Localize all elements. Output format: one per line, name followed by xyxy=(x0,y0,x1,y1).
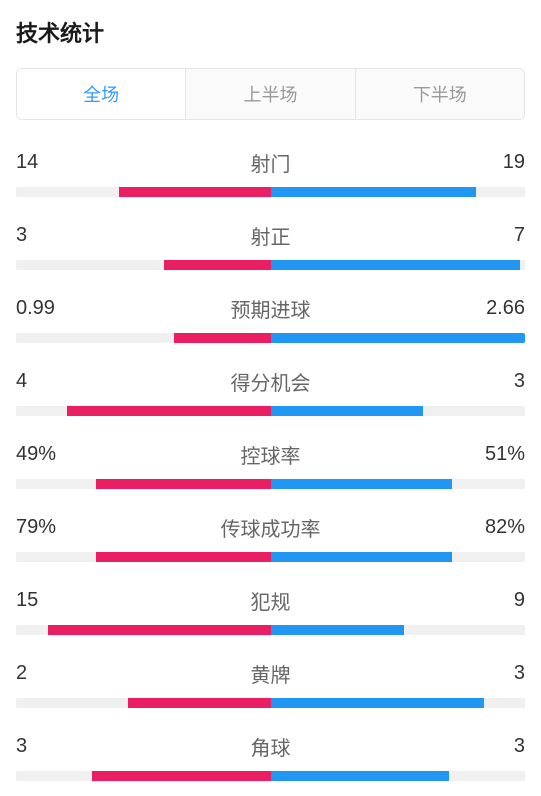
stat-label: 得分机会 xyxy=(231,367,311,396)
bar-fill-right xyxy=(271,406,424,416)
stat-bar-half-right xyxy=(271,333,526,343)
bar-fill-left xyxy=(164,260,271,270)
stat-label: 预期进球 xyxy=(231,294,311,323)
bar-fill-left xyxy=(67,406,270,416)
stat-header: 79% 传球成功率 82% xyxy=(16,513,525,542)
stat-value-left: 3 xyxy=(16,224,76,247)
stat-value-right: 9 xyxy=(465,589,525,612)
stat-value-left: 15 xyxy=(16,589,76,612)
stat-label: 射正 xyxy=(251,221,291,250)
stat-label: 角球 xyxy=(251,732,291,761)
stat-label: 射门 xyxy=(251,148,291,177)
stat-row-3: 4 得分机会 3 xyxy=(16,367,525,416)
stat-value-right: 2.66 xyxy=(465,297,525,320)
stat-label: 传球成功率 xyxy=(221,513,321,542)
stat-value-left: 2 xyxy=(16,662,76,685)
bar-fill-left xyxy=(174,333,271,343)
bar-fill-right xyxy=(271,552,452,562)
stat-row-7: 2 黄牌 3 xyxy=(16,659,525,708)
stat-bar-half-left xyxy=(16,552,271,562)
stat-row-4: 49% 控球率 51% xyxy=(16,440,525,489)
stat-value-right: 82% xyxy=(465,516,525,539)
bar-fill-left xyxy=(96,552,271,562)
stat-value-right: 3 xyxy=(465,662,525,685)
bar-fill-right xyxy=(271,260,520,270)
stat-bar-half-right xyxy=(271,406,526,416)
stat-label: 黄牌 xyxy=(251,659,291,688)
bar-fill-right xyxy=(271,771,449,781)
tab-2[interactable]: 下半场 xyxy=(356,69,524,119)
bar-fill-right xyxy=(271,187,476,197)
stat-value-left: 3 xyxy=(16,735,76,758)
stat-header: 2 黄牌 3 xyxy=(16,659,525,688)
stat-value-left: 79% xyxy=(16,516,76,539)
stat-row-8: 3 角球 3 xyxy=(16,732,525,781)
stat-value-left: 14 xyxy=(16,151,76,174)
stat-bar-half-left xyxy=(16,260,271,270)
stat-bar-half-left xyxy=(16,406,271,416)
stat-header: 14 射门 19 xyxy=(16,148,525,177)
stat-bar xyxy=(16,479,525,489)
stat-bar-half-left xyxy=(16,771,271,781)
stat-header: 15 犯规 9 xyxy=(16,586,525,615)
stat-value-right: 3 xyxy=(465,370,525,393)
stat-bar-half-right xyxy=(271,260,526,270)
stat-row-0: 14 射门 19 xyxy=(16,148,525,197)
tab-1[interactable]: 上半场 xyxy=(186,69,355,119)
stat-row-2: 0.99 预期进球 2.66 xyxy=(16,294,525,343)
stat-bar xyxy=(16,698,525,708)
stat-bar xyxy=(16,771,525,781)
stat-bar xyxy=(16,552,525,562)
stat-label: 控球率 xyxy=(241,440,301,469)
stat-header: 3 射正 7 xyxy=(16,221,525,250)
stat-bar-half-right xyxy=(271,187,526,197)
stat-bar xyxy=(16,625,525,635)
stat-bar-half-right xyxy=(271,552,526,562)
stats-list: 14 射门 19 3 射正 7 0.99 预期进球 2.66 4 得分机会 3 49% 控球率 51% 79%… xyxy=(16,148,525,781)
bar-fill-left xyxy=(48,625,271,635)
stat-bar-half-left xyxy=(16,625,271,635)
stat-value-left: 4 xyxy=(16,370,76,393)
period-tabs: 全场上半场下半场 xyxy=(16,68,525,120)
stat-value-right: 51% xyxy=(465,443,525,466)
stat-value-right: 19 xyxy=(465,151,525,174)
bar-fill-left xyxy=(92,771,270,781)
stat-header: 4 得分机会 3 xyxy=(16,367,525,396)
bar-fill-left xyxy=(96,479,271,489)
stat-bar-half-left xyxy=(16,698,271,708)
stat-bar xyxy=(16,187,525,197)
bar-fill-right xyxy=(271,333,526,343)
bar-fill-left xyxy=(128,698,271,708)
bar-fill-right xyxy=(271,479,453,489)
bar-fill-left xyxy=(119,187,270,197)
stat-bar-half-left xyxy=(16,479,271,489)
stat-bar-half-right xyxy=(271,479,526,489)
stat-bar xyxy=(16,406,525,416)
stat-row-5: 79% 传球成功率 82% xyxy=(16,513,525,562)
stat-label: 犯规 xyxy=(251,586,291,615)
stat-bar-half-left xyxy=(16,333,271,343)
stat-value-left: 49% xyxy=(16,443,76,466)
stat-row-6: 15 犯规 9 xyxy=(16,586,525,635)
stat-row-1: 3 射正 7 xyxy=(16,221,525,270)
stat-value-left: 0.99 xyxy=(16,297,76,320)
stat-bar xyxy=(16,260,525,270)
stat-header: 0.99 预期进球 2.66 xyxy=(16,294,525,323)
stat-bar-half-left xyxy=(16,187,271,197)
bar-fill-right xyxy=(271,698,485,708)
stat-bar-half-right xyxy=(271,625,526,635)
stat-value-right: 3 xyxy=(465,735,525,758)
tab-0[interactable]: 全场 xyxy=(17,69,186,119)
page-title: 技术统计 xyxy=(16,16,525,48)
stat-header: 49% 控球率 51% xyxy=(16,440,525,469)
stat-bar-half-right xyxy=(271,698,526,708)
bar-fill-right xyxy=(271,625,405,635)
stat-bar-half-right xyxy=(271,771,526,781)
stat-header: 3 角球 3 xyxy=(16,732,525,761)
stat-bar xyxy=(16,333,525,343)
stat-value-right: 7 xyxy=(465,224,525,247)
